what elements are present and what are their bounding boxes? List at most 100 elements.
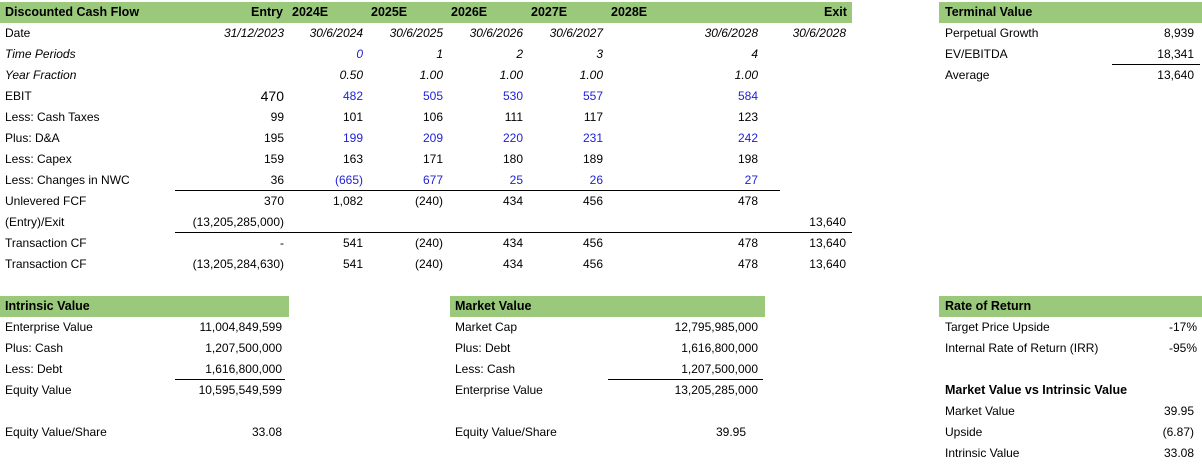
dcf-cell[interactable]: 220 [502, 131, 523, 145]
dcf-cell[interactable]: 209 [422, 131, 443, 145]
dcf-cell[interactable]: 0.50 [339, 68, 363, 82]
dcf-cell[interactable]: 434 [502, 236, 523, 250]
dcf-cell[interactable]: 541 [342, 257, 363, 271]
dcf-cell[interactable]: 470 [260, 88, 284, 104]
dcf-cell[interactable]: 111 [504, 110, 523, 124]
dcf-cell[interactable] [736, 170, 846, 191]
dcf-cell[interactable]: 370 [263, 194, 284, 208]
dcf-cell[interactable]: 478 [737, 194, 758, 208]
dcf-cell[interactable]: 557 [582, 89, 603, 103]
intrinsic-value[interactable]: 11,004,849,599 [199, 320, 282, 334]
dcf-cell[interactable]: 1.00 [419, 68, 443, 82]
dcf-cell[interactable] [736, 107, 846, 128]
dcf-cell[interactable] [736, 44, 846, 65]
dcf-cell[interactable]: (240) [414, 236, 443, 250]
dcf-cell[interactable]: 30/6/2024 [309, 26, 363, 40]
dcf-cell[interactable]: 1.00 [579, 68, 603, 82]
mv-value[interactable]: (6.87) [1162, 425, 1194, 439]
dcf-cell[interactable]: 26 [589, 173, 603, 187]
dcf-cell[interactable]: 30/6/2028 [792, 26, 846, 40]
dcf-cell[interactable]: 117 [583, 110, 603, 124]
dcf-cell[interactable]: 25 [509, 173, 523, 187]
dcf-cell[interactable]: 189 [582, 152, 603, 166]
intrinsic-value[interactable]: 1,207,500,000 [205, 341, 282, 355]
dcf-cell[interactable]: 456 [582, 194, 603, 208]
dcf-cell[interactable]: 4 [751, 47, 758, 61]
dcf-cell[interactable]: 1.00 [499, 68, 523, 82]
dcf-cell[interactable]: 478 [737, 236, 758, 250]
dcf-cell[interactable]: 31/12/2023 [223, 26, 284, 40]
dcf-cell[interactable]: (240) [414, 194, 443, 208]
dcf-cell[interactable]: 13,640 [809, 236, 846, 250]
intrinsic-value[interactable]: 1,616,800,000 [205, 362, 282, 376]
dcf-cell[interactable]: (240) [414, 257, 443, 271]
dcf-cell[interactable]: 13,640 [809, 257, 846, 271]
col-header-2026e[interactable]: 2026E [451, 5, 488, 19]
dcf-cell[interactable]: 1,082 [332, 194, 363, 208]
returns-value[interactable]: -17% [1168, 320, 1197, 334]
dcf-cell[interactable]: 30/6/2027 [549, 26, 603, 40]
dcf-cell[interactable] [736, 149, 846, 170]
col-header-entry[interactable]: Entry [251, 5, 283, 19]
market-value[interactable]: 13,205,285,000 [674, 383, 758, 397]
dcf-cell[interactable]: 195 [263, 131, 284, 145]
dcf-cell[interactable]: 198 [737, 152, 758, 166]
mv-value[interactable]: 33.08 [1163, 446, 1194, 460]
col-header-2027e[interactable]: 2027E [531, 5, 568, 19]
dcf-cell[interactable]: 456 [582, 257, 603, 271]
terminal-value[interactable]: 13,640 [1157, 68, 1194, 82]
terminal-value[interactable]: 18,341 [1157, 47, 1194, 61]
dcf-cell[interactable]: 171 [422, 152, 443, 166]
dcf-cell[interactable]: 530 [502, 89, 523, 103]
dcf-cell[interactable]: 106 [422, 110, 443, 124]
dcf-cell[interactable] [736, 191, 846, 212]
dcf-cell[interactable]: 30/6/2025 [389, 26, 443, 40]
market-per-share-value[interactable]: 39.95 [715, 425, 746, 439]
terminal-value[interactable]: 8,939 [1163, 26, 1194, 40]
dcf-cell[interactable]: (13,205,284,630) [192, 257, 284, 271]
dcf-cell[interactable]: 231 [582, 131, 603, 145]
dcf-cell[interactable]: 3 [596, 47, 603, 61]
dcf-cell[interactable] [736, 65, 846, 86]
dcf-cell[interactable]: 36 [270, 173, 284, 187]
dcf-cell[interactable]: 99 [270, 110, 284, 124]
mv-value[interactable]: 39.95 [1163, 404, 1194, 418]
intrinsic-per-share-value[interactable]: 33.08 [251, 425, 282, 439]
market-value[interactable]: 1,616,800,000 [681, 341, 758, 355]
dcf-cell[interactable]: 242 [737, 131, 758, 145]
col-header-2024e[interactable]: 2024E [292, 5, 329, 19]
dcf-cell[interactable]: 1.00 [734, 68, 758, 82]
col-header-2025e[interactable]: 2025E [371, 5, 408, 19]
dcf-cell[interactable]: 677 [422, 173, 443, 187]
returns-value[interactable]: -95% [1168, 341, 1197, 355]
dcf-cell[interactable]: 541 [342, 236, 363, 250]
market-value[interactable]: 1,207,500,000 [681, 362, 758, 376]
dcf-cell[interactable]: 199 [342, 131, 363, 145]
dcf-cell[interactable]: 456 [582, 236, 603, 250]
dcf-cell[interactable]: 478 [737, 257, 758, 271]
dcf-cell[interactable]: 101 [342, 110, 363, 124]
dcf-cell[interactable] [736, 128, 846, 149]
dcf-cell[interactable]: 180 [502, 152, 523, 166]
dcf-cell[interactable]: 163 [342, 152, 363, 166]
intrinsic-value[interactable]: 10,595,549,599 [198, 383, 282, 397]
dcf-cell[interactable]: 2 [516, 47, 523, 61]
dcf-cell[interactable]: - [280, 236, 284, 250]
dcf-cell[interactable]: 1 [436, 47, 443, 61]
dcf-cell[interactable]: 30/6/2026 [469, 26, 523, 40]
dcf-cell[interactable] [736, 86, 846, 107]
dcf-cell[interactable]: 434 [502, 257, 523, 271]
market-value[interactable]: 12,795,985,000 [674, 320, 758, 334]
dcf-cell[interactable]: 27 [744, 173, 758, 187]
dcf-cell[interactable]: (13,205,285,000) [192, 215, 284, 229]
dcf-cell[interactable]: 159 [263, 152, 284, 166]
dcf-cell[interactable]: 584 [737, 89, 758, 103]
dcf-cell[interactable]: 434 [502, 194, 523, 208]
dcf-cell[interactable]: 123 [737, 110, 758, 124]
dcf-cell[interactable]: 13,640 [809, 215, 846, 229]
dcf-cell[interactable]: (665) [334, 173, 363, 187]
dcf-cell[interactable]: 0 [356, 47, 363, 61]
dcf-cell[interactable]: 505 [422, 89, 443, 103]
dcf-cell[interactable] [493, 212, 603, 233]
col-header-2028e[interactable]: 2028E [611, 5, 648, 19]
